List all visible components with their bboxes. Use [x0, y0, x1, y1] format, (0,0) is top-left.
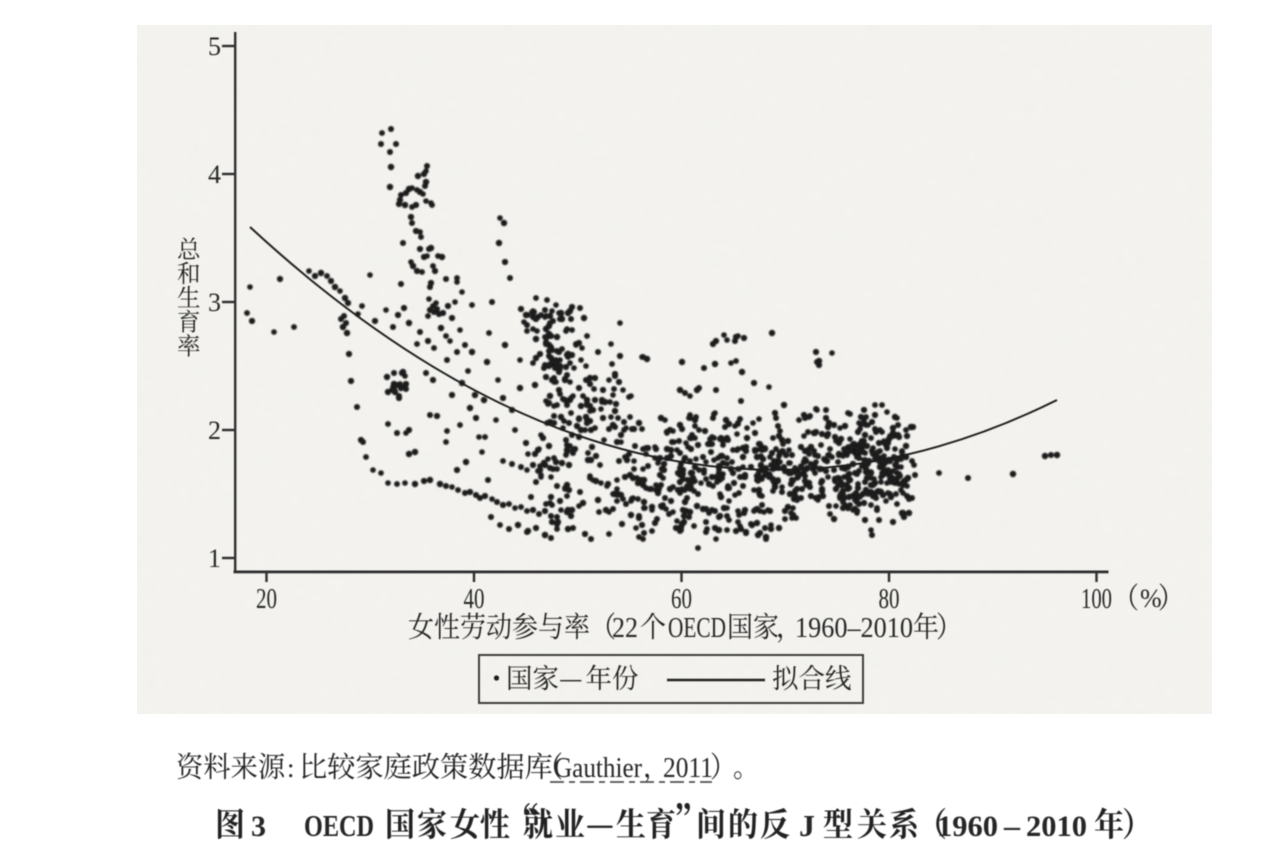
svg-text:80: 80	[879, 583, 900, 615]
svg-text:5: 5	[208, 32, 221, 61]
svg-text:3: 3	[251, 810, 266, 843]
svg-text:2: 2	[208, 416, 221, 445]
svg-text:4: 4	[208, 160, 221, 189]
svg-text:OECD: OECD	[668, 613, 726, 644]
svg-text:–: –	[1003, 810, 1021, 843]
svg-text:OECD: OECD	[304, 808, 374, 843]
svg-text:2011: 2011	[663, 753, 713, 784]
svg-text:60: 60	[671, 583, 692, 615]
svg-text:1960: 1960	[937, 810, 998, 843]
svg-text:1: 1	[208, 544, 221, 573]
svg-text:20: 20	[256, 583, 277, 615]
svg-text:1960–2010: 1960–2010	[795, 613, 913, 644]
svg-text:22: 22	[612, 613, 638, 644]
svg-text:100: 100	[1081, 583, 1112, 615]
svg-text:40: 40	[464, 583, 485, 615]
svg-text:3: 3	[208, 288, 221, 317]
svg-text::: :	[287, 753, 295, 783]
svg-text:%: %	[1140, 584, 1162, 613]
svg-text:2010: 2010	[1026, 810, 1087, 843]
svg-text:Gauthier: Gauthier	[554, 753, 643, 784]
svg-text:J: J	[799, 808, 815, 843]
